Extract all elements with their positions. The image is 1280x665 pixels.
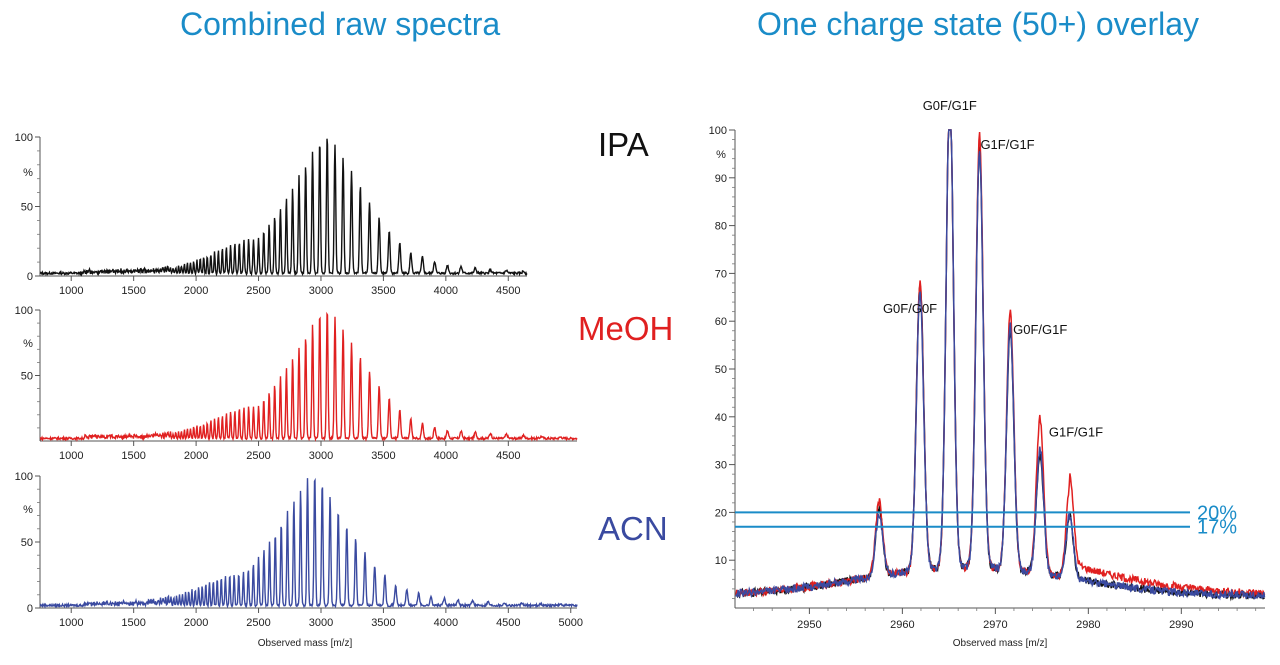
meoh-x-tick-label: 3500 bbox=[371, 450, 395, 462]
ipa-y-tick-label: 0 bbox=[27, 271, 33, 283]
meoh-y-tick-label: 50 bbox=[21, 371, 33, 383]
overlay-y-tick-label: 20 bbox=[715, 507, 727, 519]
overlay-y-tick-label: 40 bbox=[715, 412, 727, 424]
acn-x-tick-label: 3000 bbox=[309, 617, 333, 629]
ipa-x-tick-label: 1000 bbox=[59, 285, 83, 297]
overlay-y-unit: % bbox=[716, 149, 726, 161]
ipa-spectrum-line bbox=[39, 138, 528, 277]
ipa-x-tick-label: 4000 bbox=[434, 285, 458, 297]
meoh-y-unit: % bbox=[23, 338, 33, 350]
acn-x-tick-label: 1000 bbox=[59, 617, 83, 629]
acn-x-tick-label: 5000 bbox=[559, 617, 583, 629]
acn-x-tick-label: 2500 bbox=[246, 617, 270, 629]
acn-y-unit: % bbox=[23, 504, 33, 516]
meoh-x-tick-label: 2500 bbox=[246, 450, 270, 462]
acn-y-tick-label: 50 bbox=[21, 537, 33, 549]
ipa-x-tick-label: 3000 bbox=[309, 285, 333, 297]
peak-annotation: G1F/G1F bbox=[980, 137, 1034, 152]
meoh-spectrum-line bbox=[39, 311, 578, 442]
meoh-x-tick-label: 3000 bbox=[309, 450, 333, 462]
threshold-label-17: 17% bbox=[1197, 517, 1237, 539]
acn-x-tick-label: 4000 bbox=[434, 617, 458, 629]
overlay-y-tick-label: 10 bbox=[715, 555, 727, 567]
overlay-x-tick-label: 2960 bbox=[890, 619, 914, 631]
overlay-y-tick-label: 30 bbox=[715, 460, 727, 472]
solvent-label-acn: ACN bbox=[598, 510, 668, 547]
ipa-y-tick-label: 50 bbox=[21, 202, 33, 214]
overlay-trace-ipa bbox=[735, 129, 1265, 602]
acn-x-tick-label: 1500 bbox=[121, 617, 145, 629]
peak-annotation: G1F/G1F bbox=[1049, 425, 1103, 440]
acn-y-tick-label: 0 bbox=[27, 603, 33, 615]
peak-annotation: G0F/G0F bbox=[883, 301, 937, 316]
overlay-y-tick-label: 60 bbox=[715, 316, 727, 328]
overlay-y-tick-label: 70 bbox=[715, 268, 727, 280]
overlay-y-tick-label: 100 bbox=[709, 125, 727, 137]
acn-spectrum-line bbox=[39, 477, 578, 609]
acn-x-tick-label: 2000 bbox=[184, 617, 208, 629]
overlay-x-tick-label: 2980 bbox=[1076, 619, 1100, 631]
ipa-x-tick-label: 2000 bbox=[184, 285, 208, 297]
meoh-x-tick-label: 1500 bbox=[121, 450, 145, 462]
ipa-y-unit: % bbox=[23, 167, 33, 179]
overlay-x-tick-label: 2970 bbox=[983, 619, 1007, 631]
meoh-x-tick-label: 2000 bbox=[184, 450, 208, 462]
meoh-x-tick-label: 4500 bbox=[496, 450, 520, 462]
left-chart-title: Combined raw spectra bbox=[180, 6, 501, 42]
overlay-y-tick-label: 90 bbox=[715, 173, 727, 185]
acn-x-tick-label: 3500 bbox=[371, 617, 395, 629]
left-x-axis-label: Observed mass [m/z] bbox=[258, 638, 353, 649]
overlay-x-tick-label: 2990 bbox=[1169, 619, 1193, 631]
ipa-y-tick-label: 100 bbox=[15, 132, 33, 144]
meoh-x-tick-label: 1000 bbox=[59, 450, 83, 462]
right-chart-title: One charge state (50+) overlay bbox=[757, 6, 1200, 42]
overlay-x-tick-label: 2950 bbox=[797, 619, 821, 631]
ipa-x-tick-label: 2500 bbox=[246, 285, 270, 297]
threshold-label-20: 20% bbox=[1197, 502, 1237, 524]
meoh-y-tick-label: 100 bbox=[15, 305, 33, 317]
meoh-x-tick-label: 4000 bbox=[434, 450, 458, 462]
peak-annotation: G0F/G1F bbox=[923, 98, 977, 113]
overlay-trace-acn bbox=[735, 129, 1266, 601]
ipa-x-tick-label: 3500 bbox=[371, 285, 395, 297]
overlay-y-tick-label: 50 bbox=[715, 364, 727, 376]
acn-x-tick-label: 4500 bbox=[496, 617, 520, 629]
solvent-label-meoh: MeOH bbox=[578, 310, 674, 347]
peak-annotation: G0F/G1F bbox=[1013, 322, 1067, 337]
ipa-x-tick-label: 1500 bbox=[121, 285, 145, 297]
ipa-x-tick-label: 4500 bbox=[496, 285, 520, 297]
acn-y-tick-label: 100 bbox=[15, 471, 33, 483]
overlay-y-tick-label: 80 bbox=[715, 221, 727, 233]
overlay-x-axis-label: Observed mass [m/z] bbox=[953, 638, 1048, 649]
solvent-label-ipa: IPA bbox=[598, 126, 649, 163]
